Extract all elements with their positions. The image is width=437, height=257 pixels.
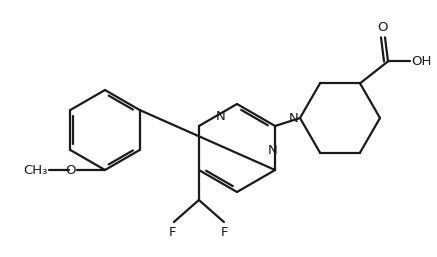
Text: O: O xyxy=(66,163,76,177)
Text: O: O xyxy=(378,21,388,34)
Text: N: N xyxy=(289,112,299,124)
Text: CH₃: CH₃ xyxy=(24,163,48,177)
Text: F: F xyxy=(169,226,177,239)
Text: N: N xyxy=(216,109,226,123)
Text: F: F xyxy=(221,226,229,239)
Text: OH: OH xyxy=(411,55,431,68)
Text: N: N xyxy=(268,143,278,157)
